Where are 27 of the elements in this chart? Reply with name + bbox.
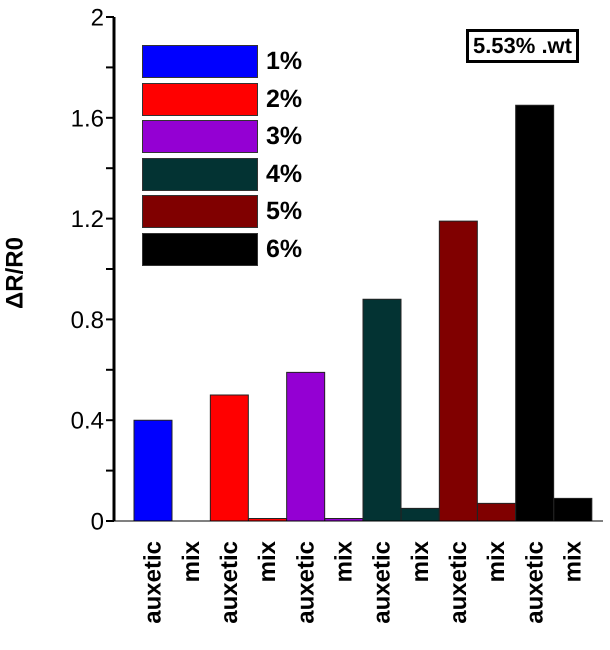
x-tick-label: auxetic bbox=[140, 541, 167, 624]
x-tick-label: auxetic bbox=[292, 541, 320, 624]
annotation: 5.53% .wt bbox=[466, 29, 579, 63]
y-tick-label: 2 bbox=[90, 4, 104, 32]
y-axis-title: ΔR/R0 bbox=[2, 237, 29, 309]
legend-label: 6% bbox=[266, 234, 302, 264]
x-tick-label: auxetic bbox=[368, 541, 396, 624]
x-tick-label: mix bbox=[330, 540, 358, 582]
bar bbox=[134, 420, 172, 521]
legend-label: 5% bbox=[266, 197, 302, 226]
y-tick-label: 1.2 bbox=[70, 206, 104, 234]
y-tick-label: 0 bbox=[90, 508, 104, 536]
x-tick-label: auxetic bbox=[216, 541, 243, 624]
y-tick-label: 0.8 bbox=[70, 306, 104, 334]
x-tick-label: auxetic bbox=[521, 541, 548, 624]
x-tick-label: mix bbox=[178, 540, 205, 582]
legend-label: 4% bbox=[266, 160, 302, 189]
y-tick-label: 1.6 bbox=[70, 105, 104, 132]
x-tick-label: mix bbox=[254, 540, 282, 582]
x-tick-label: mix bbox=[406, 540, 434, 582]
x-tick-label: mix bbox=[559, 540, 586, 582]
legend-label: 3% bbox=[266, 122, 302, 152]
x-tick-label: mix bbox=[483, 540, 510, 582]
legend-label: 2% bbox=[266, 84, 302, 114]
legend-label: 1% bbox=[266, 47, 302, 76]
y-tick-label: 0.4 bbox=[70, 408, 104, 435]
x-tick-label: auxetic bbox=[444, 541, 472, 624]
